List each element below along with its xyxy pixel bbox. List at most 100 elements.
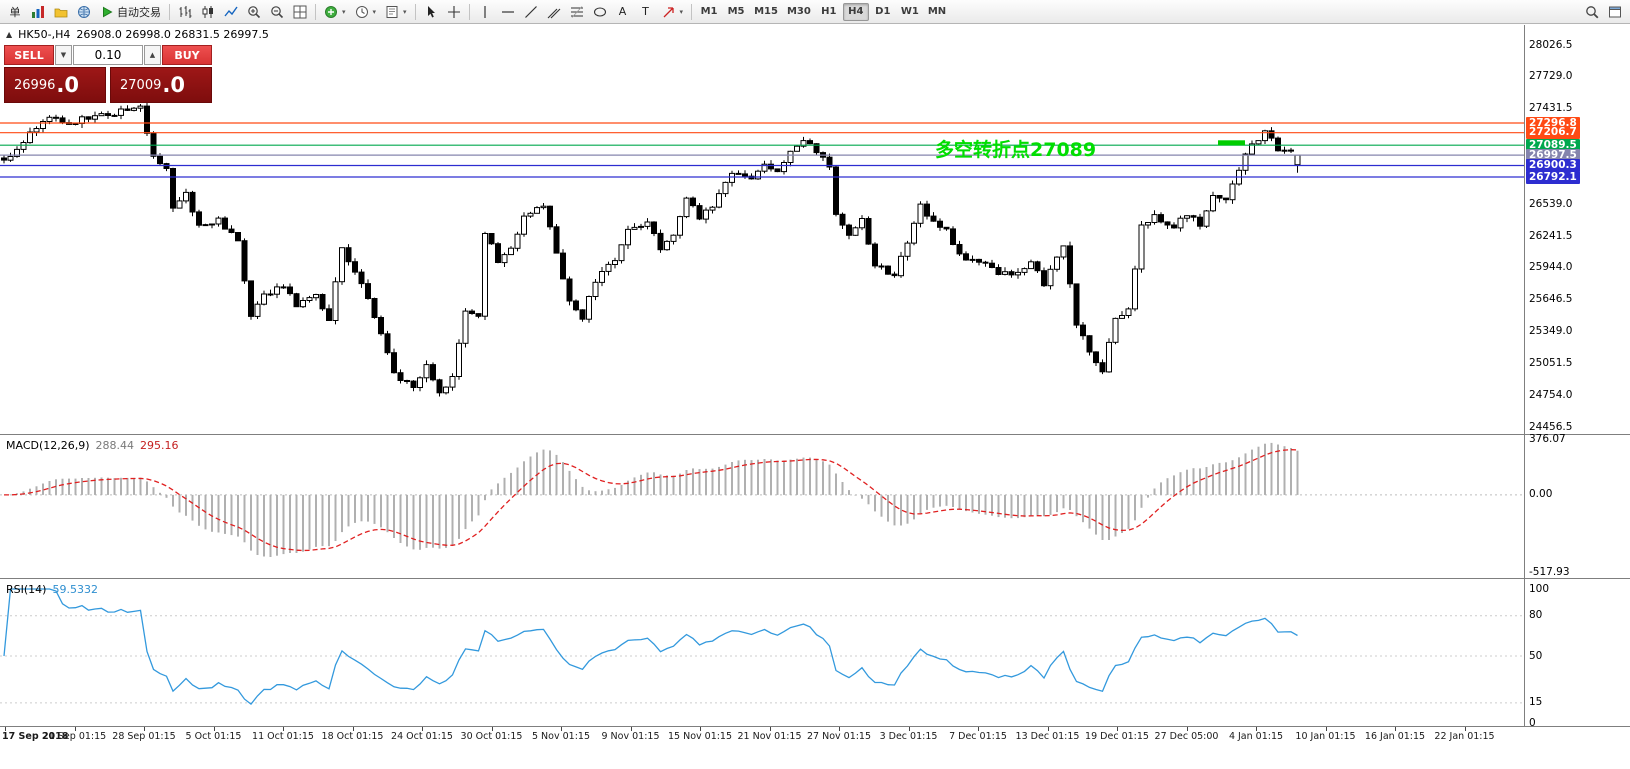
chart-type-candles-button[interactable]	[197, 2, 219, 22]
price-axis-label: 25051.5	[1529, 356, 1573, 369]
time-axis-tick	[213, 727, 215, 731]
fibonacci-button[interactable]	[566, 2, 588, 22]
time-axis-label: 24 Oct 01:15	[391, 731, 453, 742]
zoom-out-button[interactable]	[266, 2, 288, 22]
rsi-axis-label: 15	[1529, 696, 1543, 709]
macd-axis-label: -517.93	[1529, 565, 1570, 578]
shapes-button[interactable]	[589, 2, 611, 22]
templates-button[interactable]: ▾	[381, 2, 411, 22]
timeframe-mn-button[interactable]: MN	[924, 3, 950, 21]
timeframe-m5-button[interactable]: M5	[723, 3, 749, 21]
price-axis-label: 27431.5	[1529, 102, 1573, 115]
macd-axis: 376.07 0.00 -517.93	[1524, 433, 1630, 578]
chart-header: ▲ HK50-,H4 26908.0 26998.0 26831.5 26997…	[6, 28, 269, 41]
dropdown-arrow-icon: ▾	[679, 7, 684, 16]
tile-icon	[293, 5, 307, 19]
profiles-button[interactable]	[50, 2, 72, 22]
new-order-button[interactable]: 单	[4, 2, 26, 22]
search-button[interactable]	[1581, 2, 1603, 22]
time-axis-tick	[5, 727, 6, 731]
sell-button[interactable]: SELL	[4, 45, 54, 65]
price-label-resistance-2: 27206.7	[1526, 126, 1580, 140]
time-axis-tick	[144, 727, 145, 731]
time-axis-label: 18 Oct 01:15	[321, 731, 384, 742]
timeframe-h4-button[interactable]: H4	[842, 2, 869, 21]
zoom-in-button[interactable]	[243, 2, 265, 22]
main-chart-panel[interactable]: 多空转折点27089 ▲ HK50-,H4 26908.0 26998.0 26…	[0, 25, 1630, 434]
timeframe-h1-button[interactable]: H1	[816, 3, 842, 21]
price-axis-label: 24754.0	[1529, 388, 1573, 401]
price-label-support-2: 26792.1	[1526, 170, 1580, 184]
text-button[interactable]: A	[612, 2, 634, 22]
time-axis-label: 16 Jan 01:15	[1364, 731, 1426, 742]
text-label-button[interactable]: T	[635, 2, 657, 22]
indicators-button[interactable]: ▾	[320, 2, 350, 22]
new-order-label: 单	[9, 5, 21, 19]
trendline-button[interactable]	[520, 2, 542, 22]
folder-icon	[54, 5, 68, 19]
macd-panel[interactable]: MACD(12,26,9) 288.44 295.16 376.07 0.00 -5…	[0, 433, 1630, 578]
text-label: A	[618, 5, 627, 18]
volume-decrease-button[interactable]: ▼	[55, 45, 72, 65]
price-chart[interactable]: 多空转折点27089	[0, 25, 1524, 433]
timeframe-d1-button[interactable]: D1	[870, 3, 896, 21]
text-label-label: T	[642, 5, 649, 18]
clock-icon	[355, 5, 369, 19]
template-icon	[385, 5, 399, 19]
tile-windows-button[interactable]	[289, 2, 311, 22]
collapse-arrow-icon[interactable]: ▲	[6, 30, 13, 39]
arrows-button[interactable]: ▾	[658, 2, 688, 22]
chart-annotation-text[interactable]: 多空转折点27089	[935, 138, 1096, 161]
data-window-button[interactable]	[73, 2, 95, 22]
time-axis-label: 13 Dec 01:15	[1015, 731, 1080, 742]
cursor-button[interactable]	[420, 2, 442, 22]
time-axis-label: 11 Oct 01:15	[252, 731, 314, 742]
sell-price-display[interactable]: 26996.0	[4, 67, 106, 103]
timeframe-m1-button[interactable]: M1	[696, 3, 722, 21]
level-lines	[0, 122, 1524, 178]
dropdown-arrow-icon: ▾	[372, 7, 377, 16]
buy-price-display[interactable]: 27009.0	[110, 67, 212, 103]
new-chart-button[interactable]	[27, 2, 49, 22]
vertical-line-button[interactable]	[474, 2, 496, 22]
time-axis-label: 28 Sep 01:15	[112, 731, 176, 742]
time-axis-tick	[1186, 727, 1188, 731]
price-axis-label: 25349.0	[1529, 325, 1573, 337]
chart-window-button[interactable]	[1604, 2, 1626, 22]
time-axis-tick	[908, 727, 910, 731]
dropdown-arrow-icon: ▾	[403, 7, 407, 16]
buy-button[interactable]: BUY	[162, 45, 212, 65]
volume-increase-button[interactable]: ▲	[144, 45, 161, 65]
equidistant-channel-button[interactable]	[543, 2, 565, 22]
time-axis-label: 27 Nov 01:15	[806, 731, 872, 742]
time-axis-tick	[1395, 727, 1396, 731]
time-axis-label: 17 Sep 2018	[2, 731, 69, 742]
price-axis-label: 27729.0	[1529, 70, 1573, 83]
chart-type-line-button[interactable]	[220, 2, 242, 22]
rsi-panel[interactable]: RSI(14) 59.5332 100 80 50 15 0	[0, 578, 1630, 729]
price-label-support-1: 26900.3	[1526, 159, 1580, 172]
rsi-header: RSI(14) 59.5332	[6, 583, 98, 596]
time-axis-tick	[422, 727, 423, 731]
time-axis[interactable]: 17 Sep 2018 21 Sep 01:15 28 Sep 01:15 5 Oct…	[0, 726, 1630, 744]
time-axis-label: 22 Jan 01:15	[1434, 731, 1495, 742]
periods-button[interactable]: ▾	[351, 2, 381, 22]
timeframe-m15-button[interactable]: M15	[750, 3, 782, 21]
timeframe-m30-button[interactable]: M30	[783, 3, 815, 21]
rsi-axis-label: 100	[1529, 582, 1550, 595]
crosshair-button[interactable]	[443, 2, 465, 22]
volume-input[interactable]	[73, 45, 143, 65]
chart-type-bars-button[interactable]	[174, 2, 196, 22]
price-axis-label: 26241.5	[1529, 229, 1573, 242]
price-axis-label: 26539.0	[1529, 197, 1573, 210]
price-label-bid: 26997.5	[1526, 148, 1580, 162]
autotrading-button[interactable]: 自动交易	[96, 2, 165, 22]
rsi-label: RSI(14)	[6, 583, 47, 596]
horizontal-line-button[interactable]	[497, 2, 519, 22]
fibo-icon	[570, 5, 584, 19]
time-axis-tick	[978, 727, 979, 731]
highlight-segment[interactable]	[1218, 140, 1245, 146]
timeframe-w1-button[interactable]: W1	[897, 3, 923, 21]
time-axis-label: 9 Nov 01:15	[601, 731, 660, 742]
